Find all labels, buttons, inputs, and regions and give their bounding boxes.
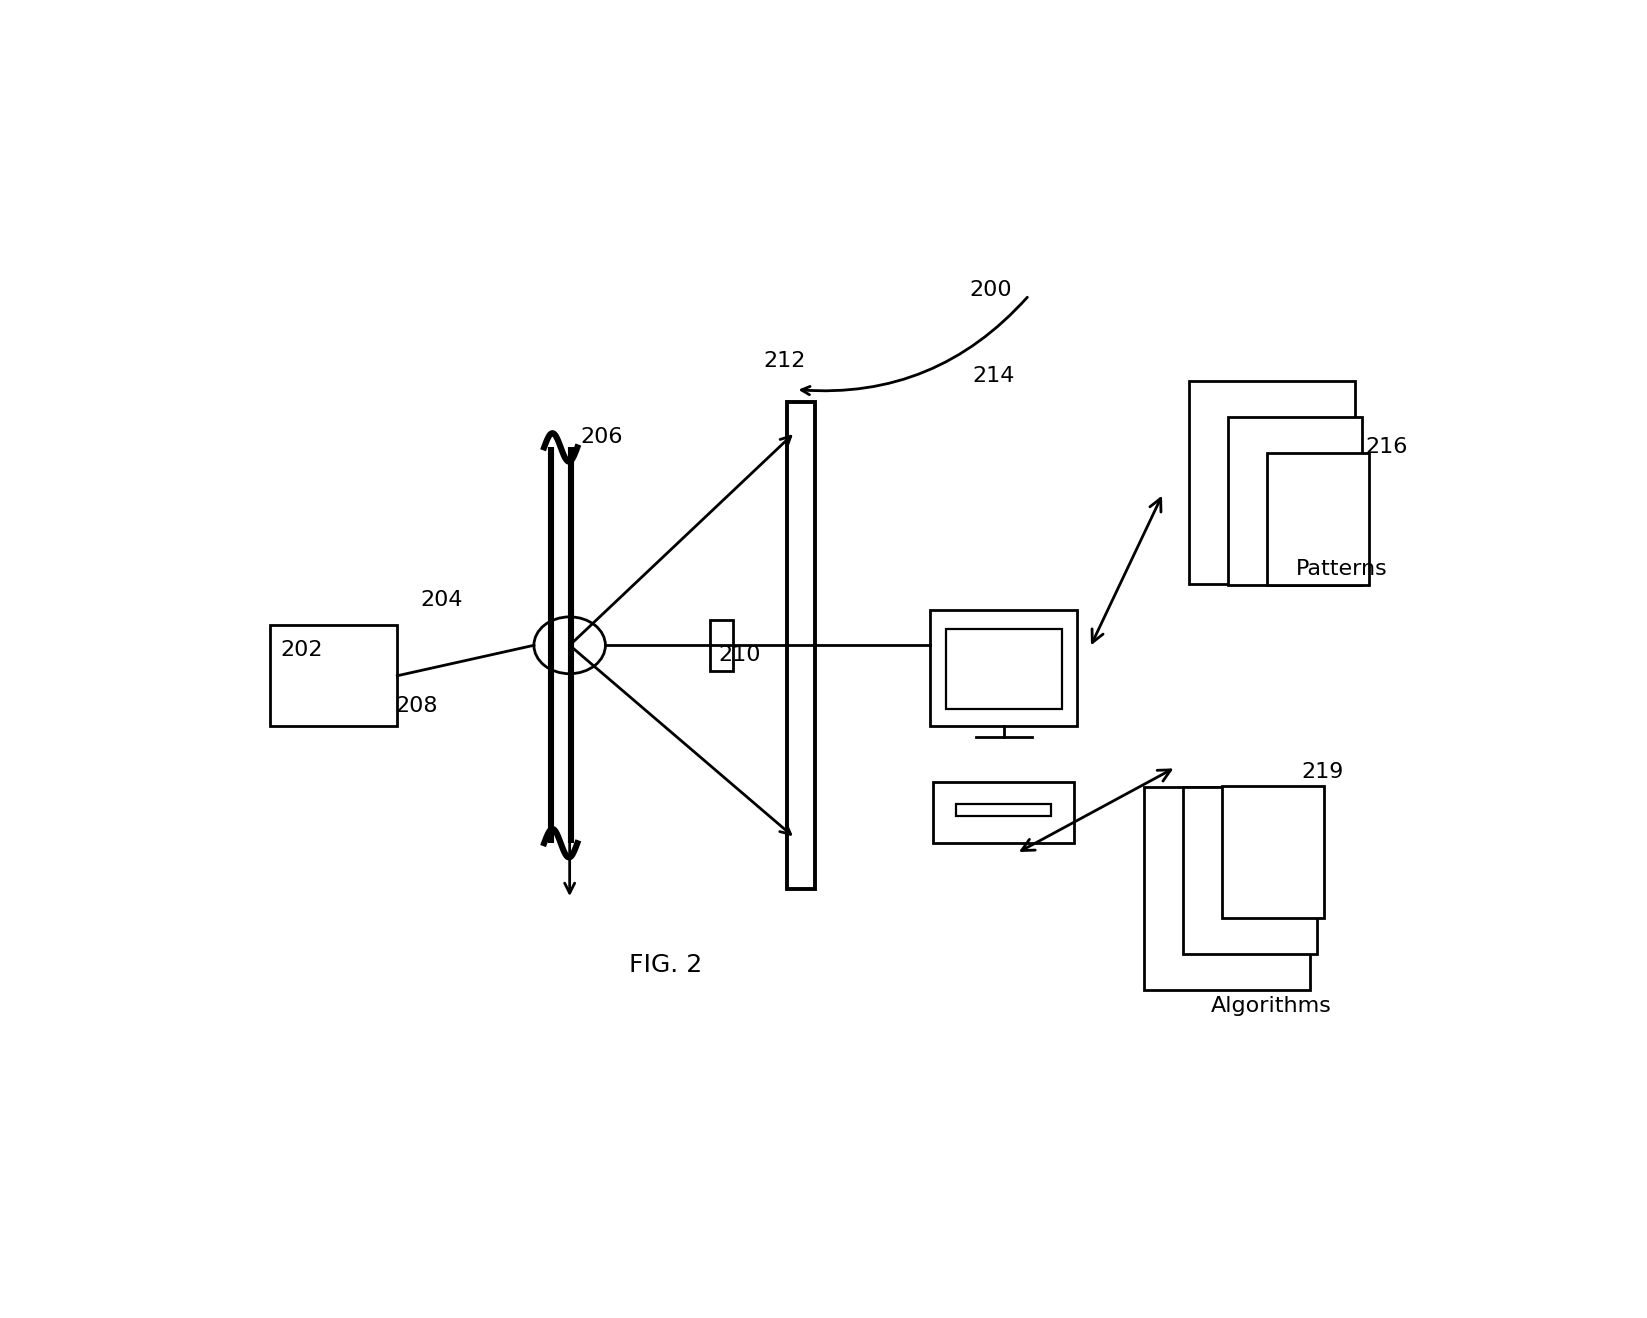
Text: 212: 212 [763, 351, 805, 372]
Bar [710, 619, 733, 671]
Text: Patterns: Patterns [1296, 559, 1388, 579]
Bar [1222, 787, 1324, 919]
Bar [957, 804, 1051, 816]
Text: 202: 202 [280, 641, 323, 660]
Bar [934, 783, 1074, 844]
Text: FIG. 2: FIG. 2 [629, 953, 702, 977]
Text: 216: 216 [1365, 438, 1408, 457]
Text: 214: 214 [972, 366, 1015, 386]
Text: 210: 210 [718, 646, 761, 666]
Bar [1189, 381, 1355, 584]
Bar [1145, 787, 1309, 990]
Text: 206: 206 [580, 427, 623, 447]
Bar [1267, 453, 1369, 585]
Text: 204: 204 [420, 589, 463, 610]
Text: 208: 208 [395, 696, 438, 716]
Text: Algorithms: Algorithms [1211, 995, 1332, 1016]
Bar [270, 625, 397, 726]
Text: 219: 219 [1301, 762, 1344, 782]
Text: 200: 200 [970, 281, 1013, 301]
Bar [931, 610, 1077, 726]
Bar [787, 402, 815, 888]
Bar [945, 629, 1062, 709]
Bar [1227, 418, 1362, 585]
Bar [1183, 787, 1318, 954]
